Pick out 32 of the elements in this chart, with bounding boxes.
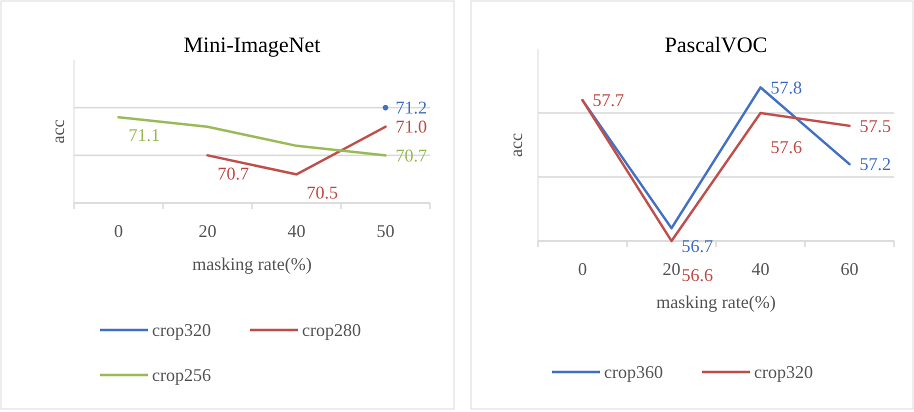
x-tick-label: 40	[752, 259, 770, 279]
x-axis-title: masking rate(%)	[192, 254, 312, 274]
data-label: 56.7	[682, 236, 713, 256]
data-label: 57.2	[860, 154, 891, 174]
data-label: 57.6	[770, 137, 802, 157]
legend-label: crop280	[302, 320, 361, 340]
data-label: 57.5	[860, 116, 891, 136]
data-label: 57.8	[770, 77, 802, 98]
legend-label: crop320	[152, 320, 211, 340]
y-axis-title: acc	[506, 133, 526, 157]
legend-label: crop320	[754, 362, 813, 382]
data-label: 71.0	[396, 116, 427, 137]
y-axis-title: acc	[48, 120, 68, 144]
data-label: 56.6	[682, 265, 713, 285]
data-label: 71.2	[396, 98, 427, 118]
data-label: 70.5	[306, 182, 338, 202]
x-axis-title: masking rate(%)	[656, 292, 776, 312]
x-tick-label: 0	[578, 259, 587, 279]
legend-label: crop360	[604, 362, 663, 382]
data-label: 70.7	[396, 145, 427, 166]
data-label: 71.1	[128, 125, 160, 146]
chart-title: Mini-ImageNet	[184, 32, 320, 57]
data-label: 70.7	[218, 163, 249, 184]
x-tick-label: 40	[288, 221, 306, 241]
x-tick-label: 60	[840, 259, 858, 279]
chart-title: PascalVOC	[664, 32, 768, 57]
x-tick-label: 0	[114, 221, 123, 241]
legend-label: crop256	[152, 365, 211, 385]
data-label: 57.7	[592, 90, 624, 110]
x-tick-label: 20	[198, 221, 216, 241]
x-tick-label: 20	[662, 259, 680, 279]
x-tick-label: 50	[376, 221, 394, 241]
